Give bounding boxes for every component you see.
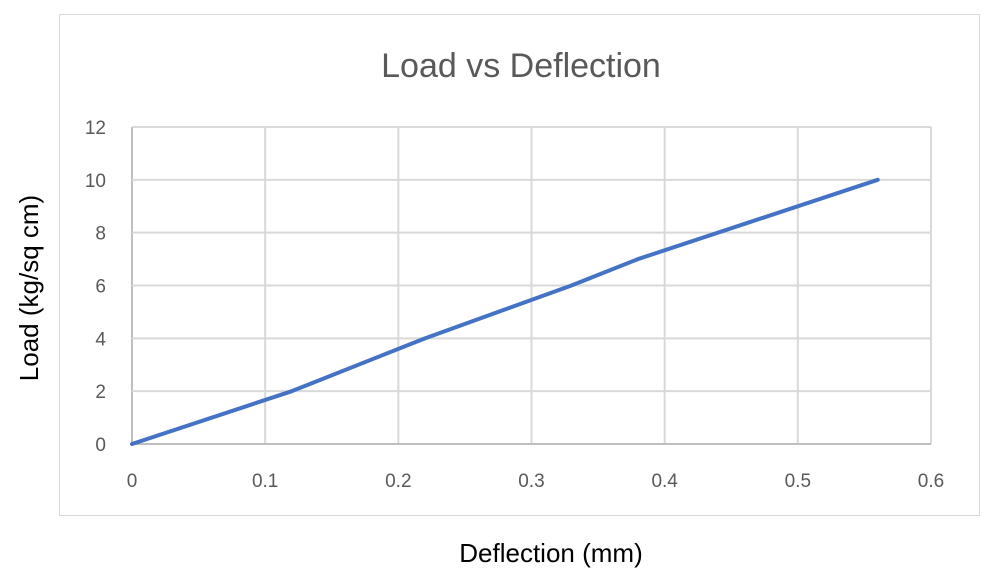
x-tick-label: 0.1 (252, 471, 278, 492)
x-tick-label: 0.5 (785, 471, 811, 492)
y-tick-label: 12 (85, 118, 106, 139)
y-tick-label: 4 (95, 329, 106, 350)
y-tick-label: 8 (95, 224, 106, 245)
chart-title: Load vs Deflection (381, 47, 661, 85)
x-tick-label: 0.4 (651, 471, 678, 492)
x-tick-label: 0.6 (918, 471, 944, 492)
y-tick-label: 0 (95, 435, 106, 456)
chart-frame (59, 14, 980, 516)
x-axis-label: Deflection (mm) (459, 538, 642, 568)
x-tick-label: 0 (127, 471, 138, 492)
y-axis-label: Load (kg/sq cm) (14, 195, 44, 381)
y-tick-label: 2 (95, 382, 106, 403)
y-tick-label: 6 (95, 277, 106, 298)
y-tick-label: 10 (85, 171, 106, 192)
x-tick-label: 0.2 (385, 471, 411, 492)
series-line (130, 177, 880, 446)
x-tick-label: 0.3 (518, 471, 544, 492)
